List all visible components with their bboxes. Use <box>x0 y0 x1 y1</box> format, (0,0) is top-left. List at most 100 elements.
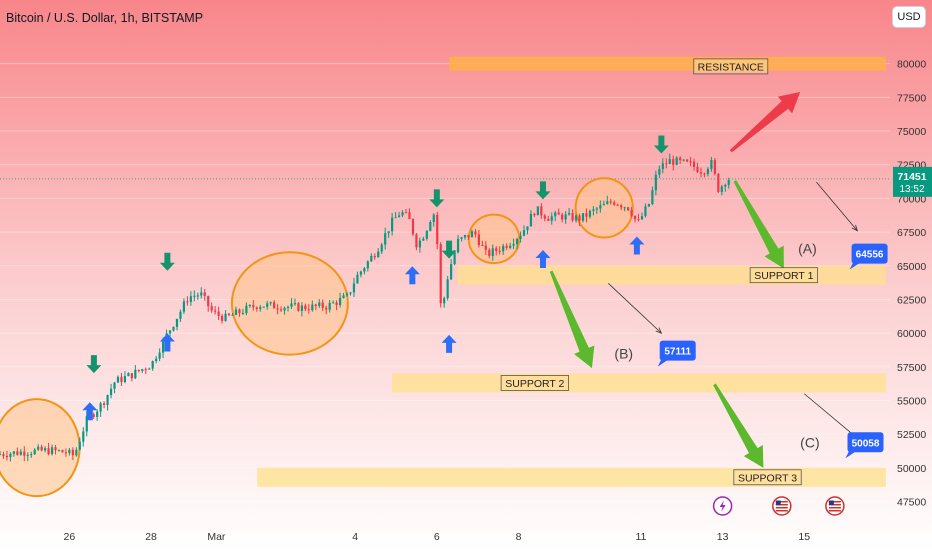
candle-body <box>248 305 251 307</box>
candle-body <box>37 446 40 450</box>
zone-label-box <box>733 469 802 486</box>
candle-body <box>175 318 179 327</box>
x-tick-label: 26 <box>64 531 76 543</box>
candle-body <box>255 307 258 309</box>
candle-body <box>460 237 463 239</box>
candle-body <box>453 252 456 265</box>
support-1-projection-arrow <box>733 180 784 269</box>
candle-body <box>179 311 182 319</box>
scenario-label: (C) <box>800 435 819 451</box>
candle-body <box>224 313 227 321</box>
candle-body <box>550 216 553 221</box>
candle-body <box>19 451 22 455</box>
candle-body <box>654 174 657 191</box>
x-tick-label: 15 <box>798 531 810 543</box>
flag-stripe <box>828 501 841 503</box>
candle-body <box>137 369 140 371</box>
candle-body <box>717 173 720 192</box>
x-tick-label: 11 <box>636 531 647 543</box>
candle-body <box>418 240 421 248</box>
candle-body <box>529 213 533 227</box>
zone-label-text: SUPPORT 2 <box>505 378 564 390</box>
zone-resistance <box>449 56 886 71</box>
us-flag-event-icon[interactable] <box>772 496 792 516</box>
candle-body <box>509 245 512 248</box>
candle-body <box>82 431 85 442</box>
candle-body <box>547 218 550 221</box>
candle-body <box>727 180 730 185</box>
candle-body <box>443 298 446 304</box>
candle-body <box>214 310 217 312</box>
highlight-circle <box>467 213 521 265</box>
candle-body <box>644 206 647 217</box>
candle-body <box>286 306 290 308</box>
candle-body <box>394 217 397 219</box>
candle-body <box>512 244 515 246</box>
us-flag-event-icon[interactable] <box>825 496 845 516</box>
candle-body <box>141 369 144 371</box>
candle-body <box>571 213 574 221</box>
candle-body <box>672 159 675 165</box>
candle-body <box>210 306 213 311</box>
flag-stripe <box>828 507 841 509</box>
candle-body <box>172 326 175 331</box>
candle-body <box>12 451 15 454</box>
candle-body <box>293 303 297 305</box>
candle-body <box>245 305 248 314</box>
candle-body <box>574 215 578 221</box>
candle-body <box>724 184 727 187</box>
candle-body <box>696 166 699 173</box>
candle-body <box>189 296 192 302</box>
candle-body <box>269 302 272 304</box>
candle-body <box>384 233 387 245</box>
candle-body <box>595 208 598 210</box>
pointer-line-b <box>608 282 662 334</box>
candle-body <box>307 309 310 311</box>
y-tick-label: 62500 <box>897 294 926 306</box>
candle-body <box>300 305 304 311</box>
candle-body <box>689 161 692 163</box>
candle-body <box>474 231 477 235</box>
candle-body <box>283 307 286 311</box>
currency-button[interactable]: USD <box>892 6 926 28</box>
zone-label-box <box>500 375 569 391</box>
candle-body <box>651 190 654 205</box>
candle-body <box>699 172 703 174</box>
candle-body <box>64 452 68 454</box>
candle-body <box>366 261 369 269</box>
candle-body <box>2 454 5 456</box>
candle-body <box>328 302 331 310</box>
signal-down-arrow-icon <box>535 181 551 200</box>
pointer-line-a-head <box>851 224 859 232</box>
candle-body <box>273 302 276 309</box>
candle-body <box>637 219 640 221</box>
candle-body <box>536 206 539 216</box>
candle-body <box>103 403 106 405</box>
target-badge-text: 64556 <box>856 250 884 261</box>
candle-body <box>540 206 543 216</box>
candle-body <box>33 449 36 455</box>
candle-body <box>109 388 113 396</box>
candle-body <box>16 451 19 455</box>
candle-body <box>564 214 567 220</box>
candle-body <box>0 454 2 456</box>
candle-body <box>415 234 418 248</box>
signal-down-arrow-icon <box>441 240 457 259</box>
zone-support-3 <box>257 467 886 487</box>
signal-down-arrow-icon <box>86 355 102 374</box>
y-tick-label: 57500 <box>897 362 926 374</box>
candle-body <box>370 256 373 262</box>
signal-up-arrow-icon <box>82 402 98 421</box>
candle-body <box>220 315 224 321</box>
candle-body <box>116 376 120 383</box>
candle-body <box>200 292 203 296</box>
candle-body <box>526 226 529 231</box>
signal-down-arrow-icon <box>653 135 669 154</box>
candle-body <box>498 250 501 252</box>
candle-body <box>488 249 491 256</box>
candle-body <box>543 215 546 219</box>
candle-body <box>120 376 123 382</box>
candle-body <box>123 376 127 382</box>
candle-body <box>377 251 380 258</box>
